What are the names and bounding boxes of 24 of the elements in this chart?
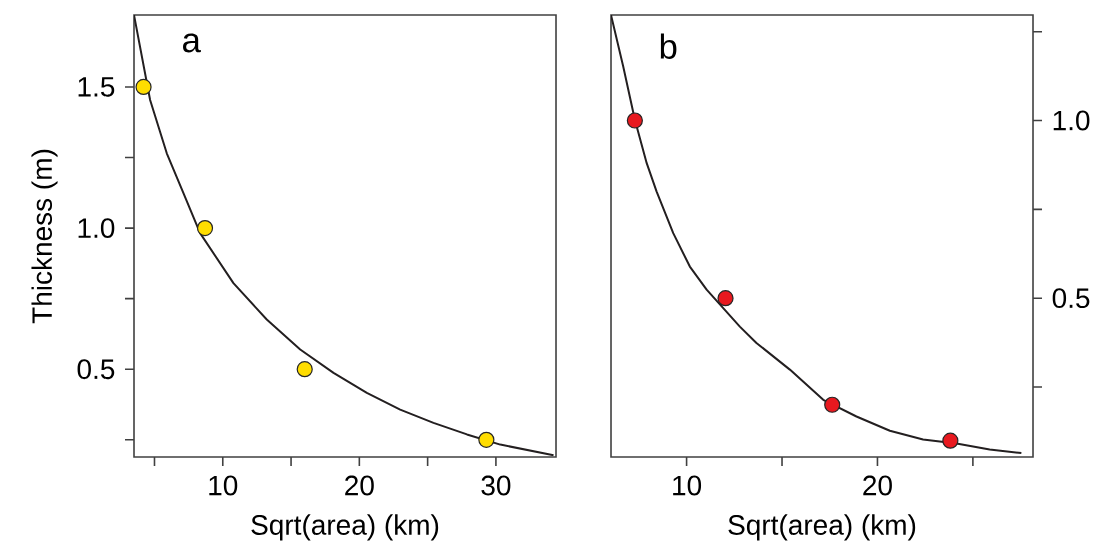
point (626, 112, 643, 129)
y-tick-label: 1.5 (78, 77, 115, 97)
x-tick-label: 30 (481, 475, 511, 496)
x-axis-title: Sqrt(area) (km) (728, 514, 916, 541)
point (717, 290, 734, 307)
y2-tick-label: 1.0 (1053, 110, 1090, 131)
x-tick-label: 20 (863, 475, 892, 496)
y-tick-label: 0.5 (77, 359, 115, 380)
point (824, 396, 841, 413)
y-axis-title: Thickness (m) (31, 149, 58, 324)
annotation: a (183, 33, 201, 53)
line-series (611, 15, 1023, 455)
point (296, 361, 313, 378)
y-tick-label: 1.0 (78, 218, 115, 239)
x-tick-label: 10 (209, 475, 238, 496)
x-tick-label: 20 (345, 475, 374, 496)
point (196, 219, 214, 237)
point (942, 432, 959, 449)
point (135, 78, 152, 96)
x-axis-title: Sqrt(area) (km) (251, 514, 439, 541)
annotation: b (660, 33, 677, 59)
x-tick-label: 10 (673, 475, 702, 496)
y2-tick-label: 0.5 (1052, 288, 1090, 309)
point (478, 431, 495, 448)
